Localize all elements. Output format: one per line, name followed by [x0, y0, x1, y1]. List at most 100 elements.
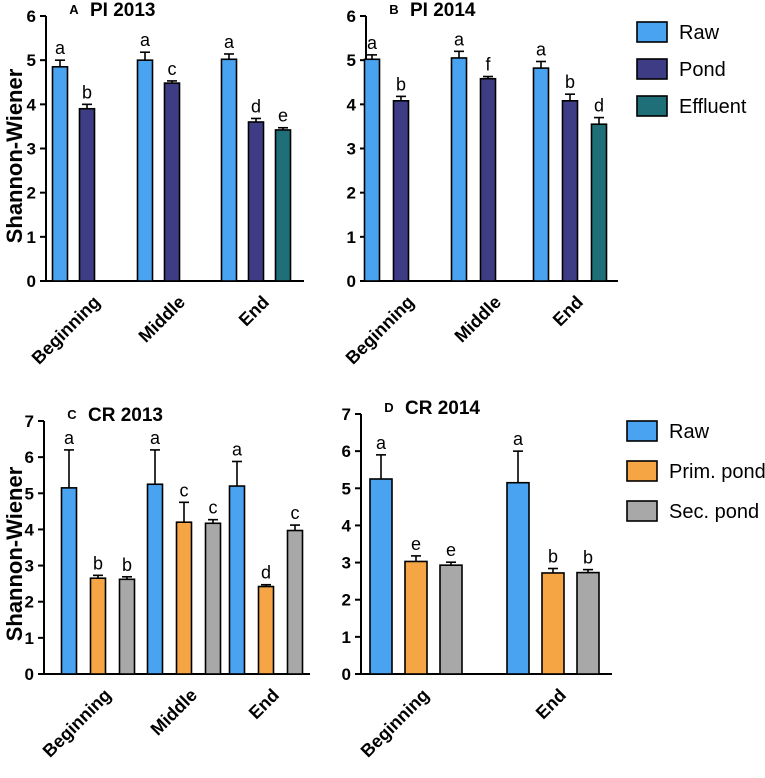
significance-label: c	[180, 480, 189, 500]
significance-label: a	[513, 429, 524, 449]
bar-raw	[532, 67, 550, 282]
bar-raw	[51, 65, 69, 282]
y-tick-label: 5	[342, 479, 351, 498]
bar-sec-pond	[118, 578, 136, 675]
x-category-label: Middle	[147, 685, 201, 739]
significance-label: a	[150, 428, 161, 448]
bar-pond	[561, 100, 579, 282]
y-tick-label: 3	[342, 554, 351, 573]
significance-label: e	[278, 106, 288, 126]
significance-label: a	[536, 39, 547, 59]
panel-a-pi-2013: 0 1 2 3 4 5 6 A PI 2013 Shannon-Wiener a b Beginning…	[2, 0, 304, 368]
legend-swatch	[626, 420, 658, 442]
y-tick-label: 4	[27, 95, 37, 114]
bar-raw	[60, 487, 78, 675]
y-tick-label: 0	[347, 272, 356, 291]
panel-letter: B	[389, 2, 398, 17]
bar-raw	[450, 57, 468, 282]
panel-title: PI 2013	[90, 0, 156, 21]
y-tick-label: 7	[342, 405, 351, 424]
x-category-label: Middle	[451, 292, 505, 346]
x-category-label: End	[549, 292, 587, 330]
bar-pond	[392, 100, 410, 282]
bar-sec-pond	[204, 522, 222, 675]
legend-label: Pond	[679, 59, 726, 81]
x-category-label: End	[532, 685, 570, 723]
y-tick-label: 1	[347, 228, 356, 247]
legend-cr: Raw Prim. pond Sec. pond	[626, 420, 765, 523]
x-category-label: Beginning	[357, 685, 433, 761]
legend-swatch	[636, 95, 668, 117]
significance-label: b	[93, 553, 103, 573]
y-tick-label: 4	[347, 95, 357, 114]
significance-label: b	[122, 555, 132, 575]
significance-label: a	[140, 30, 151, 50]
y-tick-label: 0	[342, 665, 351, 684]
legend-swatch	[636, 58, 668, 80]
y-tick-label: 4	[25, 520, 35, 539]
panel-c-cr-2013: 0 1 2 3 4 5 6 7 C CR 2013 Shannon-Wiener a b b Beginni…	[2, 405, 310, 761]
significance-label: c	[209, 498, 218, 518]
significance-label: e	[411, 534, 421, 554]
panel-d-cr-2014: 0 1 2 3 4 5 6 7 D CR 2014 a e e Beginning a b b End	[342, 398, 612, 761]
significance-label: a	[232, 439, 243, 459]
bar-raw	[506, 481, 530, 675]
y-tick-label: 5	[27, 51, 36, 70]
significance-label: c	[168, 59, 177, 79]
y-tick-label: 5	[347, 51, 356, 70]
panel-letter: D	[384, 400, 393, 415]
y-tick-label: 3	[25, 557, 34, 576]
panel-letter: A	[69, 2, 79, 17]
y-tick-label: 0	[27, 272, 36, 291]
y-tick-label: 3	[347, 140, 356, 159]
bar-sec-pond	[286, 529, 304, 675]
significance-label: e	[446, 540, 456, 560]
legend-label: Raw	[679, 22, 720, 44]
significance-label: d	[251, 96, 261, 116]
significance-label: b	[396, 74, 406, 94]
significance-label: c	[291, 503, 300, 523]
x-category-label: Beginning	[342, 292, 418, 368]
legend-label: Prim. pond	[669, 461, 765, 483]
bar-prim-pond	[404, 560, 428, 675]
significance-label: a	[454, 29, 465, 49]
y-tick-label: 1	[342, 628, 351, 647]
y-tick-label: 6	[25, 448, 34, 467]
x-category-label: End	[245, 685, 283, 723]
bar-raw	[369, 478, 393, 675]
panel-title: PI 2014	[410, 0, 476, 21]
significance-label: b	[548, 547, 558, 567]
significance-label: a	[367, 33, 378, 53]
x-category-label: Middle	[135, 292, 189, 346]
bar-raw	[228, 485, 246, 675]
y-tick-label: 1	[25, 629, 34, 648]
panel-title: CR 2014	[405, 398, 480, 419]
bar-effluent	[274, 129, 292, 282]
bar-raw	[146, 483, 164, 675]
bar-pond	[163, 82, 181, 282]
legend-label: Sec. pond	[669, 501, 759, 523]
legend-label: Raw	[669, 421, 710, 443]
y-axis-label: Shannon-Wiener	[2, 68, 27, 243]
significance-label: d	[261, 563, 271, 583]
legend-swatch	[636, 21, 668, 43]
y-tick-label: 0	[25, 665, 34, 684]
y-tick-label: 5	[25, 484, 34, 503]
significance-label: a	[64, 428, 75, 448]
bar-prim-pond	[89, 577, 107, 675]
bar-raw	[136, 59, 154, 282]
bar-effluent	[590, 123, 608, 282]
legend-label: Effluent	[679, 96, 747, 118]
bar-raw	[363, 58, 381, 282]
y-tick-label: 2	[347, 184, 356, 203]
bar-sec-pond	[576, 571, 600, 675]
x-category-label: Beginning	[28, 292, 104, 368]
significance-label: b	[82, 82, 92, 102]
bar-pond	[247, 121, 265, 282]
bar-prim-pond	[257, 585, 275, 675]
panel-title: CR 2013	[88, 405, 163, 426]
significance-label: a	[376, 433, 387, 453]
significance-label: a	[224, 32, 235, 52]
